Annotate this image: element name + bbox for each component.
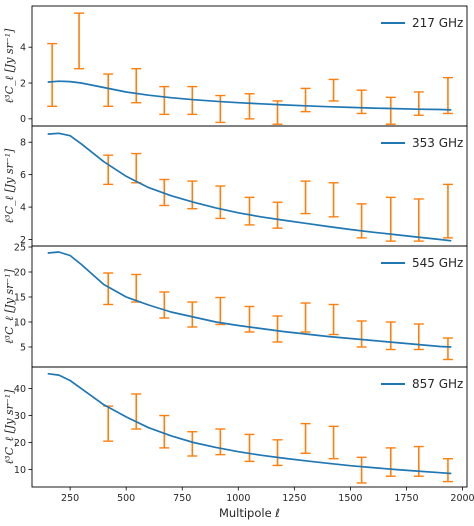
errorbar	[215, 185, 226, 220]
y-tick-label: 4	[20, 42, 26, 53]
errorbar	[272, 439, 283, 467]
y-tick-label: 20	[14, 267, 26, 278]
x-tick-label: 750	[173, 493, 191, 504]
y-tick-label: 2	[20, 235, 26, 246]
errorbar	[131, 273, 142, 303]
errorbar	[442, 76, 453, 115]
y-tick-label: 10	[14, 465, 26, 476]
y-tick-label: 6	[20, 170, 26, 181]
errorbar	[131, 393, 142, 430]
errorbar	[131, 67, 142, 104]
y-axis-label: ℓ³C_ℓ [Jy sr⁻¹]	[3, 389, 16, 465]
errorbar	[187, 85, 198, 116]
x-tick-label: 1500	[338, 493, 362, 504]
errorbar	[300, 180, 311, 215]
x-tick-label: 1000	[226, 493, 250, 504]
model-line	[47, 251, 452, 348]
errorbar	[385, 447, 396, 477]
errorbar	[328, 182, 339, 218]
errorbar	[272, 201, 283, 229]
x-tick-label: 250	[61, 493, 79, 504]
errorbar	[385, 96, 396, 125]
panel-0: 0 2 4 ℓ³C_ℓ [Jy sr⁻¹] 217 GHz	[3, 5, 468, 127]
errorbar	[159, 291, 170, 319]
model-line	[47, 372, 452, 475]
y-tick-label: 15	[14, 292, 26, 303]
errorbar	[47, 42, 58, 107]
errorbar	[244, 433, 255, 463]
errorbar	[328, 303, 339, 336]
x-tick-label: 2000	[450, 493, 474, 504]
y-axis-label: ℓ³C_ℓ [Jy sr⁻¹]	[3, 28, 16, 104]
y-tick-label: 30	[14, 411, 26, 422]
legend-label: 857 GHz	[412, 377, 463, 391]
errorbar	[413, 91, 424, 116]
x-tick-label: 500	[117, 493, 135, 504]
errorbar	[356, 456, 367, 484]
model-line	[47, 80, 452, 111]
errorbar	[244, 196, 255, 226]
errorbar	[159, 85, 170, 116]
y-tick-label: 8	[20, 138, 26, 149]
errorbar	[385, 321, 396, 351]
errorbar	[187, 431, 198, 457]
errorbar	[442, 183, 453, 239]
errorbar	[328, 425, 339, 460]
errorbar	[356, 203, 367, 239]
errorbar	[215, 428, 226, 456]
model-line	[47, 132, 452, 242]
errorbar	[300, 422, 311, 454]
x-tick-label: 1250	[282, 493, 306, 504]
errorbar	[74, 12, 85, 70]
errorbar	[356, 320, 367, 348]
errorbar	[103, 154, 114, 186]
y-tick-label: 20	[14, 438, 26, 449]
y-tick-label: 5	[20, 342, 26, 353]
errorbar	[300, 302, 311, 333]
errorbar	[187, 301, 198, 328]
plot-frame	[31, 366, 468, 488]
errorbar	[442, 457, 453, 483]
errorbar	[442, 337, 453, 361]
y-tick-label: 0	[20, 114, 26, 125]
legend-label: 217 GHz	[412, 16, 463, 30]
y-tick-label: 10	[14, 317, 26, 328]
errorbar	[103, 73, 114, 107]
errorbar	[328, 78, 339, 102]
y-axis-label: ℓ³C_ℓ [Jy sr⁻¹]	[3, 268, 16, 344]
errorbar	[103, 272, 114, 306]
errorbar	[272, 315, 283, 343]
errorbar	[103, 405, 114, 442]
errorbar	[244, 93, 255, 120]
errorbar	[413, 198, 424, 242]
panel-1: 2 4 6 8 ℓ³C_ℓ [Jy sr⁻¹] 353 GHz	[3, 125, 468, 247]
y-tick-label: 4	[20, 202, 26, 213]
legend-label: 353 GHz	[412, 136, 463, 150]
errorbar	[215, 94, 226, 124]
y-tick-label: 40	[14, 384, 26, 395]
errorbar	[300, 87, 311, 113]
errorbar	[187, 180, 198, 210]
y-axis-label: ℓ³C_ℓ [Jy sr⁻¹]	[3, 148, 16, 224]
x-tick-label: 1750	[394, 493, 418, 504]
y-tick-label: 25	[14, 242, 26, 253]
errorbar	[215, 296, 226, 326]
x-axis-label: Multipole ℓ	[219, 506, 280, 520]
y-tick-label: 2	[20, 78, 26, 89]
errorbar	[159, 414, 170, 449]
errorbar	[131, 152, 142, 184]
legend-label: 545 GHz	[412, 256, 463, 270]
errorbar	[356, 89, 367, 115]
panel-2: 5 10 15 20 25 ℓ³C_ℓ [Jy sr⁻¹] 545 GHz	[3, 242, 468, 368]
